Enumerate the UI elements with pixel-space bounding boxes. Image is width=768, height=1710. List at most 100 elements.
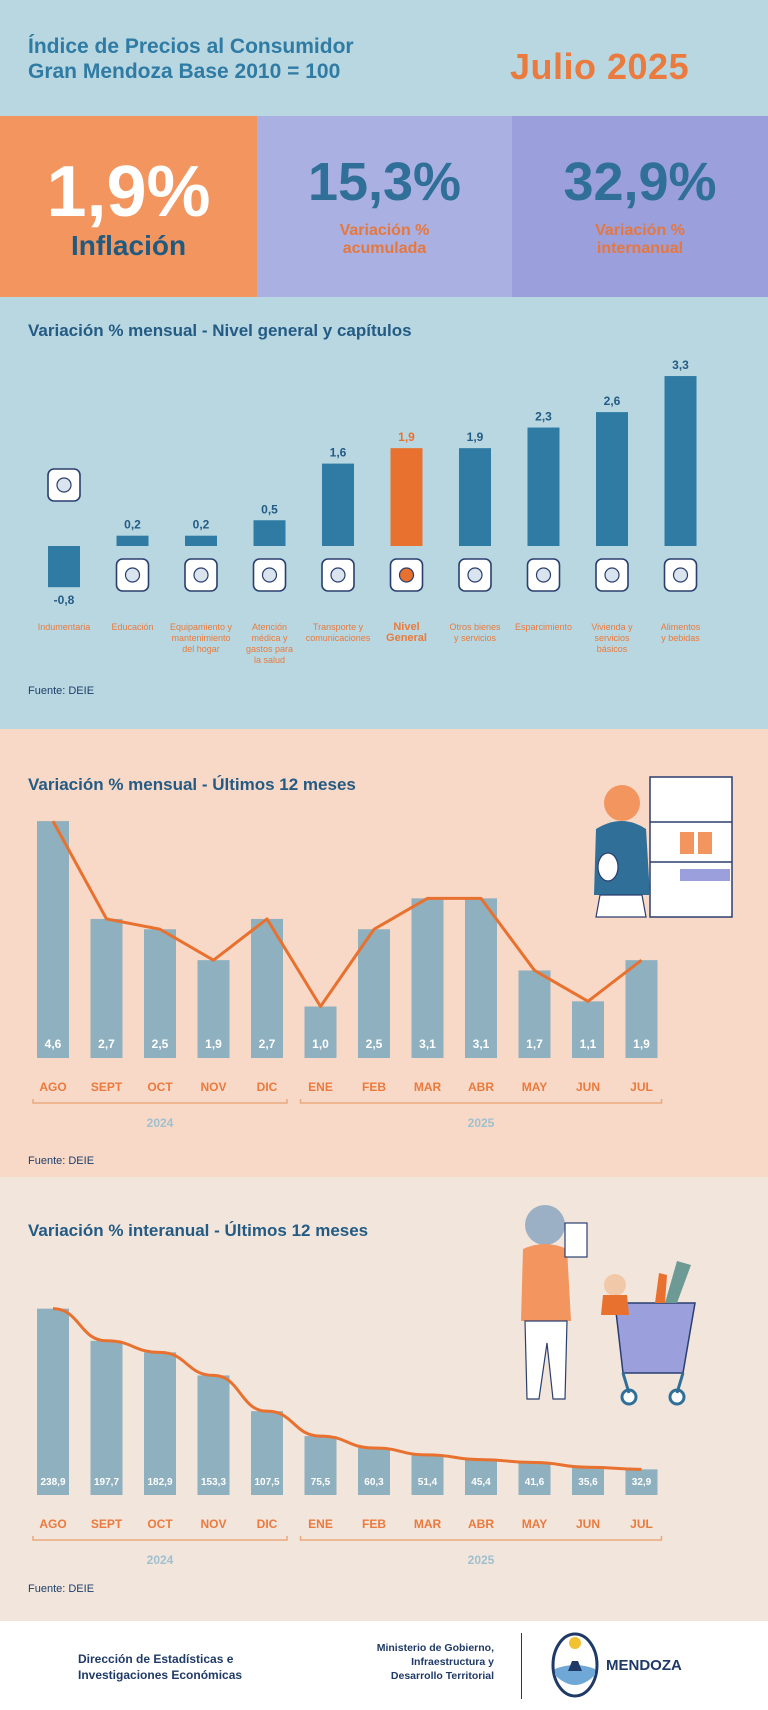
kpi-inflation-value: 1,9% — [46, 152, 211, 232]
washing-machine-icon — [184, 558, 218, 592]
title-line-1: Índice de Precios al Consumidor — [28, 35, 354, 58]
chart-interannual-title: Variación % interanual - Últimos 12 mese… — [28, 1221, 369, 1240]
data-label: 45,4 — [471, 1477, 491, 1488]
x-tick-label: ABR — [468, 1080, 494, 1094]
chart-bar — [304, 1436, 337, 1495]
x-tick-label: DIC — [257, 1517, 278, 1531]
category-label: Nivel — [393, 621, 419, 633]
trend-line — [51, 820, 643, 1008]
chart-bar — [90, 1340, 123, 1495]
data-label: 1,0 — [312, 1037, 329, 1051]
data-label: 3,1 — [419, 1037, 436, 1051]
data-label: 107,5 — [254, 1477, 279, 1488]
data-label: 2,3 — [535, 410, 552, 424]
chart-bar — [358, 929, 390, 1058]
chart-bar — [48, 546, 80, 588]
footer-divider — [521, 1633, 522, 1699]
chart-bar — [144, 1352, 176, 1495]
x-tick-label: SEPT — [91, 1517, 123, 1531]
chart-bar — [253, 520, 286, 546]
x-tick-label: OCT — [147, 1517, 173, 1531]
chart-monthly-title: Variación % mensual - Últimos 12 meses — [28, 775, 356, 794]
data-label: 2,5 — [366, 1037, 383, 1051]
chart-bar — [664, 376, 697, 546]
category-label: comunicaciones — [306, 633, 371, 643]
data-label: 35,6 — [578, 1477, 598, 1488]
x-tick-label: ENE — [308, 1080, 333, 1094]
chart-monthly-source: Fuente: DEIE — [28, 1155, 95, 1167]
year-label: 2025 — [468, 1553, 495, 1567]
footer-org: Dirección de Estadísticas e Investigacio… — [78, 1651, 278, 1683]
family-cart-illustration — [521, 1205, 696, 1406]
x-tick-label: MAR — [414, 1080, 442, 1094]
data-label: 0,5 — [261, 502, 278, 516]
year-bracket — [299, 1099, 663, 1104]
data-label: 41,6 — [525, 1477, 545, 1488]
data-label: 2,7 — [259, 1037, 276, 1051]
comb-scissors-icon — [458, 558, 492, 592]
kpi-interannual-value: 32,9% — [563, 152, 717, 212]
mendoza-shield-icon — [551, 1632, 599, 1698]
category-label: Esparcimiento — [515, 622, 572, 632]
chart-bar — [251, 918, 283, 1058]
category-label: Transporte y — [313, 622, 364, 632]
data-label: 3,3 — [672, 358, 689, 372]
x-tick-label: OCT — [147, 1080, 173, 1094]
category-label: Vivienda y — [591, 622, 633, 632]
grocery-bag-icon — [663, 558, 698, 592]
data-label: 51,4 — [418, 1477, 438, 1488]
kpi-interannual-label: Variación % internanual — [595, 222, 685, 257]
chart-chapters-title: Variación % mensual - Nivel general y ca… — [28, 321, 412, 340]
chart-bar — [197, 1375, 230, 1495]
x-tick-label: FEB — [362, 1517, 386, 1531]
chart-bar — [572, 1467, 604, 1495]
x-tick-label: MAR — [414, 1517, 442, 1531]
chart-bar — [518, 970, 551, 1058]
popcorn-icon — [526, 558, 561, 592]
chart-interannual-source: Fuente: DEIE — [28, 1583, 95, 1595]
chart-bar — [197, 960, 230, 1058]
chart-bar — [625, 1469, 658, 1495]
chart-bar — [144, 929, 176, 1058]
data-label: 60,3 — [364, 1477, 384, 1488]
x-tick-label: FEB — [362, 1080, 386, 1094]
footer: Dirección de Estadísticas e Investigacio… — [0, 1621, 768, 1710]
category-label: mantenimiento — [171, 633, 230, 643]
x-tick-label: JUL — [630, 1080, 653, 1094]
bus-icon — [321, 558, 355, 592]
chart-bar — [322, 463, 354, 546]
x-tick-label: ABR — [468, 1517, 494, 1531]
category-label: Indumentaria — [38, 622, 91, 632]
data-label: 32,9 — [632, 1477, 652, 1488]
data-label: 3,1 — [473, 1037, 490, 1051]
footer-ministry: Ministerio de Gobierno, Infraestructura … — [360, 1641, 494, 1683]
category-label: Atención — [252, 622, 287, 632]
data-label: -0,8 — [54, 593, 75, 607]
data-label: 1,1 — [580, 1037, 597, 1051]
year-label: 2024 — [147, 1553, 174, 1567]
chart-monthly: 4,6 AGO 2,7 SEPT 2,5 OCT 1,9 NOV 2,7 DIC 1,0 ENE 2,5… — [32, 776, 733, 1130]
category-label: y servicios — [454, 633, 497, 643]
chart-section-monthly: Variación % mensual - Últimos 12 meses 4… — [0, 729, 768, 1177]
data-label: 2,6 — [604, 394, 621, 408]
trend-line — [52, 1307, 642, 1471]
kpi-accumulated: 15,3% Variación % acumulada — [257, 116, 512, 297]
data-label: 1,7 — [526, 1037, 543, 1051]
footer-org-line-1: Dirección de Estadísticas e — [78, 1652, 234, 1666]
chart-bar — [37, 821, 69, 1058]
pills-icon — [252, 558, 287, 592]
tshirt-icon — [47, 468, 81, 502]
chart-bar — [411, 1454, 444, 1495]
data-label: 4,6 — [45, 1037, 62, 1051]
x-tick-label: ENE — [308, 1517, 333, 1531]
x-tick-label: AGO — [39, 1517, 66, 1531]
chart-bar — [572, 1001, 604, 1058]
year-label: 2025 — [468, 1116, 495, 1130]
shopping-cart-icon — [389, 558, 424, 592]
chart-bar — [390, 448, 423, 546]
title-line-2: Gran Mendoza Base 2010 = 100 — [28, 60, 341, 83]
kpi-accumulated-label: Variación % acumulada — [339, 222, 430, 257]
x-tick-label: AGO — [39, 1080, 66, 1094]
chart-chapters-source: Fuente: DEIE — [28, 685, 95, 697]
data-label: 197,7 — [94, 1477, 119, 1488]
